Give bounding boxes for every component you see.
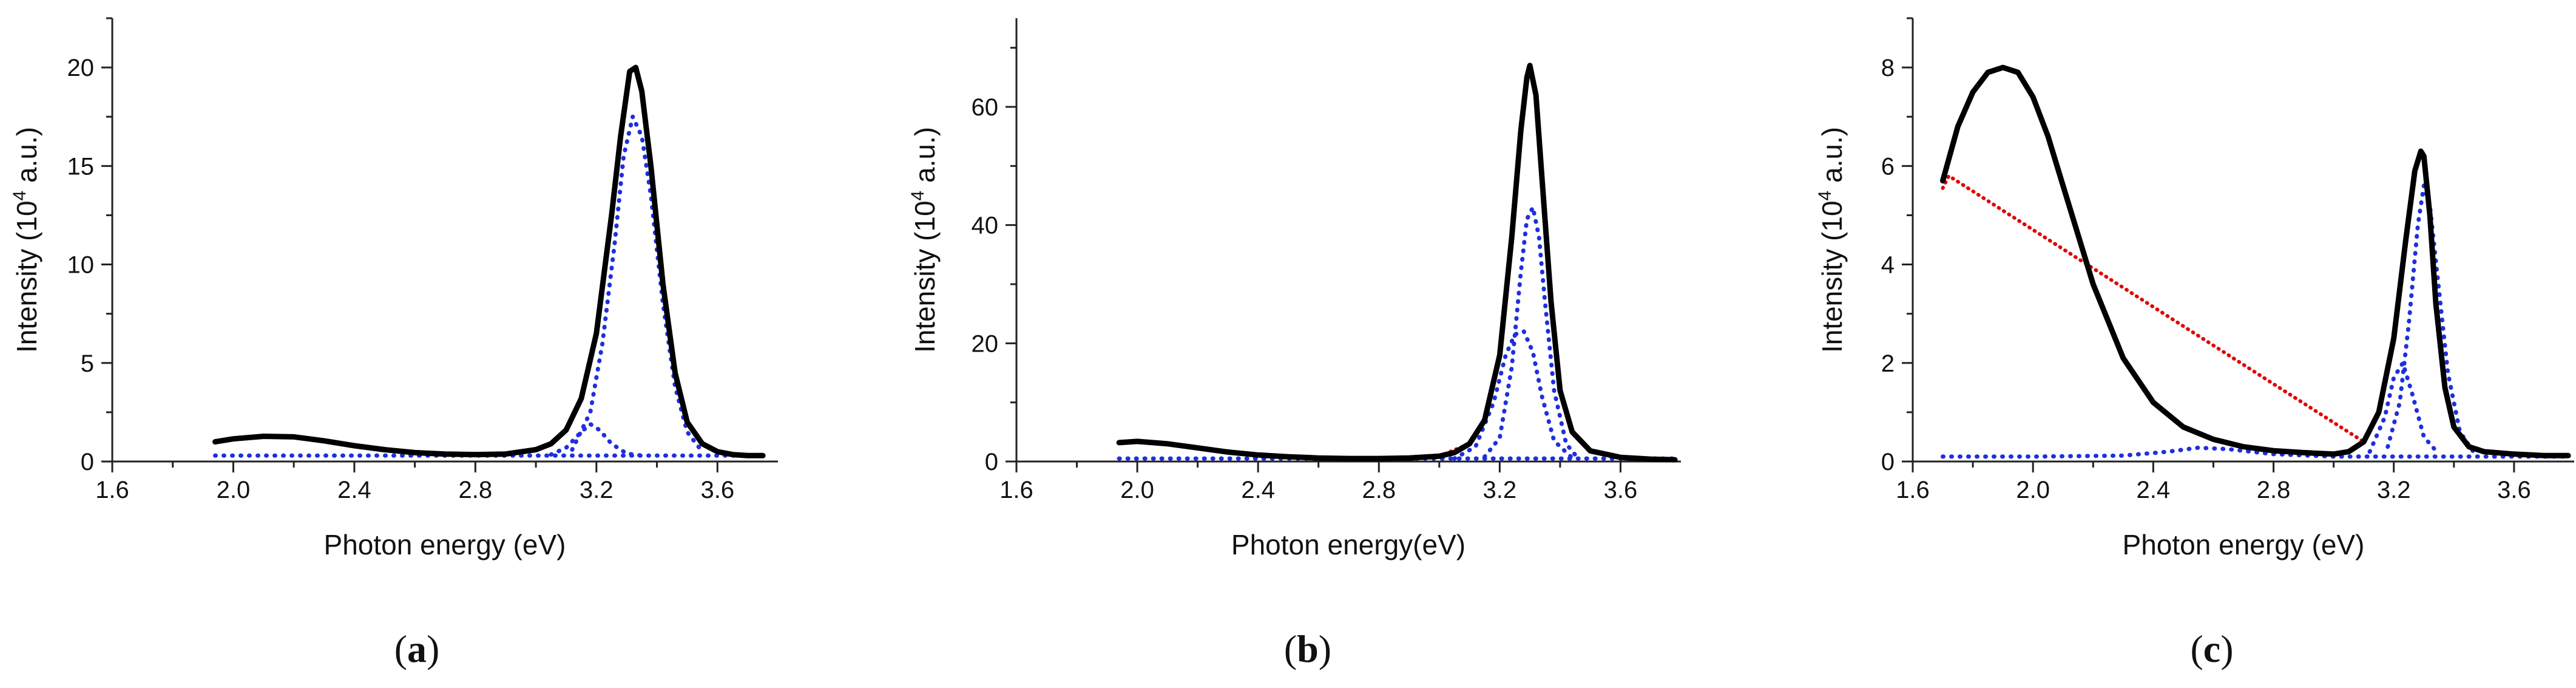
series-line-measured-spectrum bbox=[1116, 63, 1678, 463]
series-layer bbox=[1940, 64, 2571, 459]
y-tick-label: 2 bbox=[1881, 350, 1895, 377]
x-tick-label: 3.2 bbox=[580, 477, 614, 503]
tick-labels: 1.6 2.0 2.4 2.8 3.2 3.6 0 20 40 60 bbox=[972, 94, 1638, 503]
y-tick-label: 6 bbox=[1881, 153, 1895, 180]
panel-caption: (b) bbox=[1284, 627, 1331, 670]
ticks bbox=[1006, 47, 1621, 472]
y-tick-label: 15 bbox=[67, 153, 95, 180]
series-layer bbox=[1116, 63, 1678, 463]
x-tick-label: 2.4 bbox=[2137, 477, 2171, 503]
y-tick-label: 20 bbox=[972, 330, 999, 357]
x-tick-label: 3.2 bbox=[1483, 477, 1517, 503]
series-line-component-3 bbox=[1482, 205, 1581, 461]
y-tick-label: 4 bbox=[1881, 252, 1895, 279]
x-axis-title: Photon energy (eV) bbox=[324, 529, 566, 560]
caption-open-paren: ( bbox=[394, 627, 407, 670]
panel-caption: (c) bbox=[2190, 627, 2233, 670]
x-tick-label: 2.0 bbox=[2016, 477, 2050, 503]
caption-letter: b bbox=[1297, 627, 1319, 670]
y-axis-title-unit: a.u.) bbox=[11, 127, 42, 191]
y-axis-title-unit: a.u.) bbox=[909, 127, 941, 191]
x-tick-label: 3.2 bbox=[2377, 477, 2411, 503]
y-tick-label: 8 bbox=[1881, 55, 1895, 81]
y-tick-label: 10 bbox=[67, 252, 95, 279]
x-tick-label: 2.8 bbox=[2257, 477, 2291, 503]
y-axis-title-exponent: 4 bbox=[1815, 191, 1835, 201]
caption-letter: a bbox=[407, 627, 427, 670]
ticks bbox=[101, 17, 718, 472]
x-tick-label: 2.4 bbox=[337, 477, 371, 503]
x-tick-label: 2.8 bbox=[459, 477, 493, 503]
series-line-measured-spectrum bbox=[212, 64, 766, 458]
x-tick-label: 1.6 bbox=[999, 477, 1033, 503]
caption-open-paren: ( bbox=[1284, 627, 1297, 670]
caption-close-paren: ) bbox=[1319, 627, 1331, 670]
y-tick-label: 0 bbox=[1881, 449, 1895, 475]
x-tick-label: 2.0 bbox=[1120, 477, 1154, 503]
y-axis-title: Intensity (104 a.u.) bbox=[1815, 127, 1848, 353]
y-axis-title-exponent: 4 bbox=[10, 191, 30, 201]
caption-letter: c bbox=[2203, 627, 2220, 670]
panel-c: 1.6 2.0 2.4 2.8 3.2 3.6 0 2 4 6 8 Photon energy (e… bbox=[1815, 17, 2574, 670]
tick-labels: 1.6 2.0 2.4 2.8 3.2 3.6 0 2 4 6 8 bbox=[1881, 55, 2531, 503]
series-line-component-2 bbox=[549, 421, 644, 458]
caption-open-paren: ( bbox=[2190, 627, 2203, 670]
y-axis-title-exponent: 4 bbox=[908, 191, 928, 201]
y-tick-label: 40 bbox=[972, 213, 999, 239]
y-axis-title-main: Intensity (10 bbox=[1816, 200, 1848, 353]
x-tick-label: 3.6 bbox=[2497, 477, 2531, 503]
panel-a: 1.6 2.0 2.4 2.8 3.2 3.6 0 5 10 15 20 Photon energy… bbox=[10, 17, 778, 670]
x-tick-label: 3.6 bbox=[1604, 477, 1638, 503]
x-axis-title: Photon energy(eV) bbox=[1231, 529, 1465, 560]
y-tick-label: 0 bbox=[985, 449, 998, 475]
tick-labels: 1.6 2.0 2.4 2.8 3.2 3.6 0 5 10 15 20 bbox=[67, 55, 735, 503]
x-tick-label: 2.8 bbox=[1362, 477, 1396, 503]
y-tick-label: 60 bbox=[972, 94, 999, 121]
caption-close-paren: ) bbox=[427, 627, 439, 670]
x-tick-label: 1.6 bbox=[95, 477, 129, 503]
y-tick-label: 0 bbox=[81, 449, 94, 475]
x-axis-title: Photon energy (eV) bbox=[2123, 529, 2365, 560]
panel-caption: (a) bbox=[394, 627, 440, 670]
y-axis-title-main: Intensity (10 bbox=[909, 200, 941, 353]
series-layer bbox=[212, 64, 766, 458]
y-axis-title-main: Intensity (10 bbox=[11, 200, 42, 353]
series-line-component-3 bbox=[570, 114, 705, 454]
panel-b: 1.6 2.0 2.4 2.8 3.2 3.6 0 20 40 60 Photon energy(… bbox=[908, 18, 1681, 670]
y-axis-title-unit: a.u.) bbox=[1816, 127, 1848, 191]
x-tick-label: 2.0 bbox=[217, 477, 251, 503]
y-axis-title: Intensity (104 a.u.) bbox=[10, 127, 42, 353]
x-tick-label: 3.6 bbox=[700, 477, 734, 503]
caption-close-paren: ) bbox=[2220, 627, 2233, 670]
series-line-measured-spectrum bbox=[1940, 64, 2571, 458]
y-tick-label: 5 bbox=[81, 350, 94, 377]
y-axis-title: Intensity (104 a.u.) bbox=[908, 127, 941, 353]
x-tick-label: 1.6 bbox=[1896, 477, 1930, 503]
y-tick-label: 20 bbox=[67, 55, 95, 81]
x-tick-label: 2.4 bbox=[1241, 477, 1275, 503]
ticks bbox=[1902, 17, 2515, 472]
